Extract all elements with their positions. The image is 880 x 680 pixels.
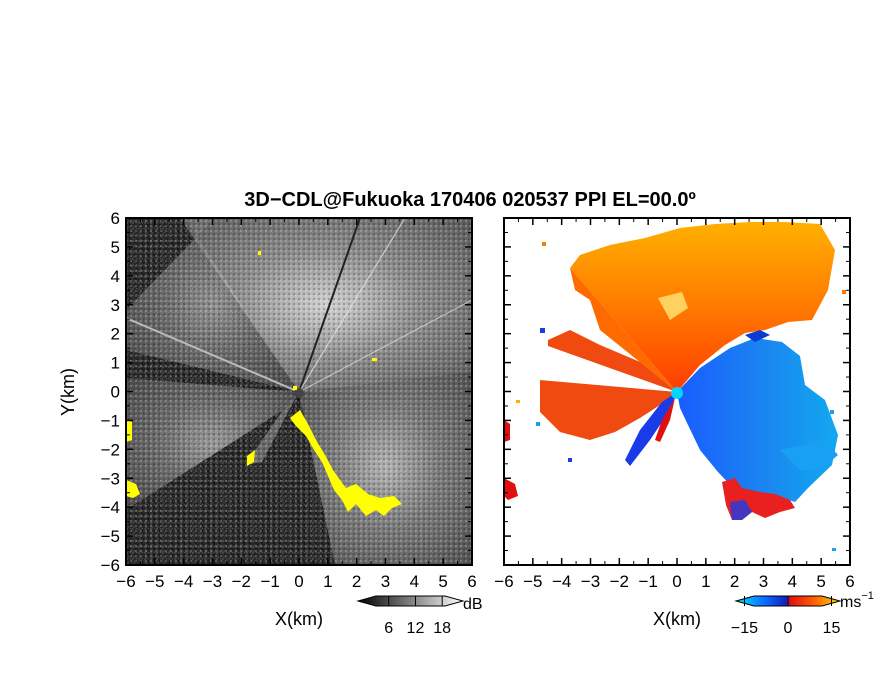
velocity-colorbar: ms−1 −15 0 15	[731, 590, 874, 637]
snr-x-axis-label: X(km)	[275, 609, 323, 629]
snr-yellow-region	[126, 420, 132, 442]
snr-colorbar-unit: dB	[463, 596, 483, 613]
x-tick-label: −2	[610, 572, 629, 591]
velocity-speckle	[516, 400, 520, 403]
x-tick-label: −3	[581, 572, 600, 591]
x-tick-label: 4	[788, 572, 797, 591]
snr-colorbar-strip	[356, 595, 465, 607]
velocity-inflow-region	[655, 398, 675, 442]
velocity-speckle	[540, 328, 545, 333]
x-tick-label: 0	[672, 572, 681, 591]
snr-colorbar: dB 6 12 18	[356, 595, 483, 637]
velocity-speckle	[832, 548, 836, 551]
velocity-outflow-region	[504, 478, 518, 500]
velocity-colorbar-unit: ms−1	[840, 590, 874, 611]
snr-beam-ray	[298, 218, 406, 393]
x-tick-label: 2	[730, 572, 739, 591]
x-tick-label: 3	[381, 572, 390, 591]
snr-yellow-region	[258, 251, 261, 255]
x-tick-label: 6	[467, 572, 476, 591]
radar-site-marker	[671, 387, 683, 399]
y-tick-label: −2	[101, 440, 120, 459]
velocity-axis-ticks: −6 −5 −4 −3 −2 −1 0 1 2 3 4 5 6	[494, 217, 855, 591]
velocity-x-axis-label: X(km)	[653, 609, 701, 629]
colorbar-tick-label: 0	[784, 620, 793, 637]
velocity-outflow-region	[504, 420, 510, 442]
x-tick-label: 5	[816, 572, 825, 591]
x-tick-label: 3	[759, 572, 768, 591]
x-tick-label: 1	[323, 572, 332, 591]
x-tick-label: −5	[145, 572, 164, 591]
x-tick-label: −6	[494, 572, 513, 591]
snr-colorbar-ticks: 6 12 18	[384, 596, 451, 637]
radar-site-marker	[294, 388, 304, 398]
snr-beam-ray	[298, 299, 472, 393]
colorbar-tick-label: −15	[731, 620, 758, 637]
x-tick-label: 1	[701, 572, 710, 591]
velocity-inflow-region	[780, 440, 838, 470]
y-tick-label: −5	[101, 527, 120, 546]
velocity-outflow-region	[658, 292, 688, 320]
velocity-speckle	[842, 290, 846, 294]
velocity-outflow-region	[570, 222, 835, 392]
x-tick-label: −1	[638, 572, 657, 591]
y-tick-label: 2	[111, 325, 120, 344]
colorbar-tick-label: 18	[433, 620, 451, 637]
colorbar-tick-label: 6	[384, 620, 393, 637]
velocity-panel: −6 −5 −4 −3 −2 −1 0 1 2 3 4 5 6 X(km)	[494, 217, 855, 629]
y-tick-label: 0	[111, 383, 120, 402]
snr-yellow-region	[372, 358, 377, 361]
y-tick-label: −3	[101, 469, 120, 488]
snr-yellow-region	[247, 450, 255, 466]
x-tick-label: −6	[116, 572, 135, 591]
y-tick-label: 1	[111, 354, 120, 373]
colorbar-tick-label: 12	[407, 620, 425, 637]
x-tick-label: 5	[438, 572, 447, 591]
x-tick-label: −4	[174, 572, 193, 591]
velocity-outflow-region	[570, 268, 677, 392]
velocity-speckle	[568, 458, 572, 462]
y-tick-label: 5	[111, 238, 120, 257]
velocity-speckle	[542, 242, 546, 246]
snr-yellow-region	[290, 410, 402, 516]
y-tick-label: −1	[101, 411, 120, 430]
velocity-speckle	[536, 422, 540, 426]
y-tick-label: 6	[111, 209, 120, 228]
y-tick-label: −6	[101, 556, 120, 575]
x-tick-label: −4	[552, 572, 571, 591]
velocity-speckle	[830, 410, 834, 414]
velocity-inflow-region	[625, 392, 677, 466]
figure-title: 3D−CDL@Fukuoka 170406 020537 PPI EL=00.0…	[244, 189, 696, 211]
snr-beam-ray	[298, 218, 361, 393]
velocity-outflow-region	[548, 330, 677, 392]
velocity-inflow-region	[745, 330, 770, 342]
velocity-inflow-region	[730, 500, 752, 520]
y-tick-label: 4	[111, 267, 120, 286]
x-tick-label: −2	[232, 572, 251, 591]
x-tick-label: −5	[523, 572, 542, 591]
x-tick-label: 0	[294, 572, 303, 591]
x-tick-label: 2	[352, 572, 361, 591]
x-tick-label: 4	[410, 572, 419, 591]
y-tick-label: −4	[101, 498, 120, 517]
x-tick-label: −3	[203, 572, 222, 591]
colorbar-tick-label: 15	[823, 620, 841, 637]
snr-beam-ray	[126, 317, 300, 393]
snr-y-axis-label: Y(km)	[58, 368, 78, 416]
snr-yellow-region	[126, 480, 140, 498]
snr-yellow-region	[293, 386, 297, 390]
x-tick-label: 6	[845, 572, 854, 591]
y-tick-label: 3	[111, 296, 120, 315]
velocity-outflow-region	[540, 380, 677, 440]
x-tick-label: −1	[260, 572, 279, 591]
velocity-colorbar-ticks: −15 0 15	[731, 596, 841, 637]
